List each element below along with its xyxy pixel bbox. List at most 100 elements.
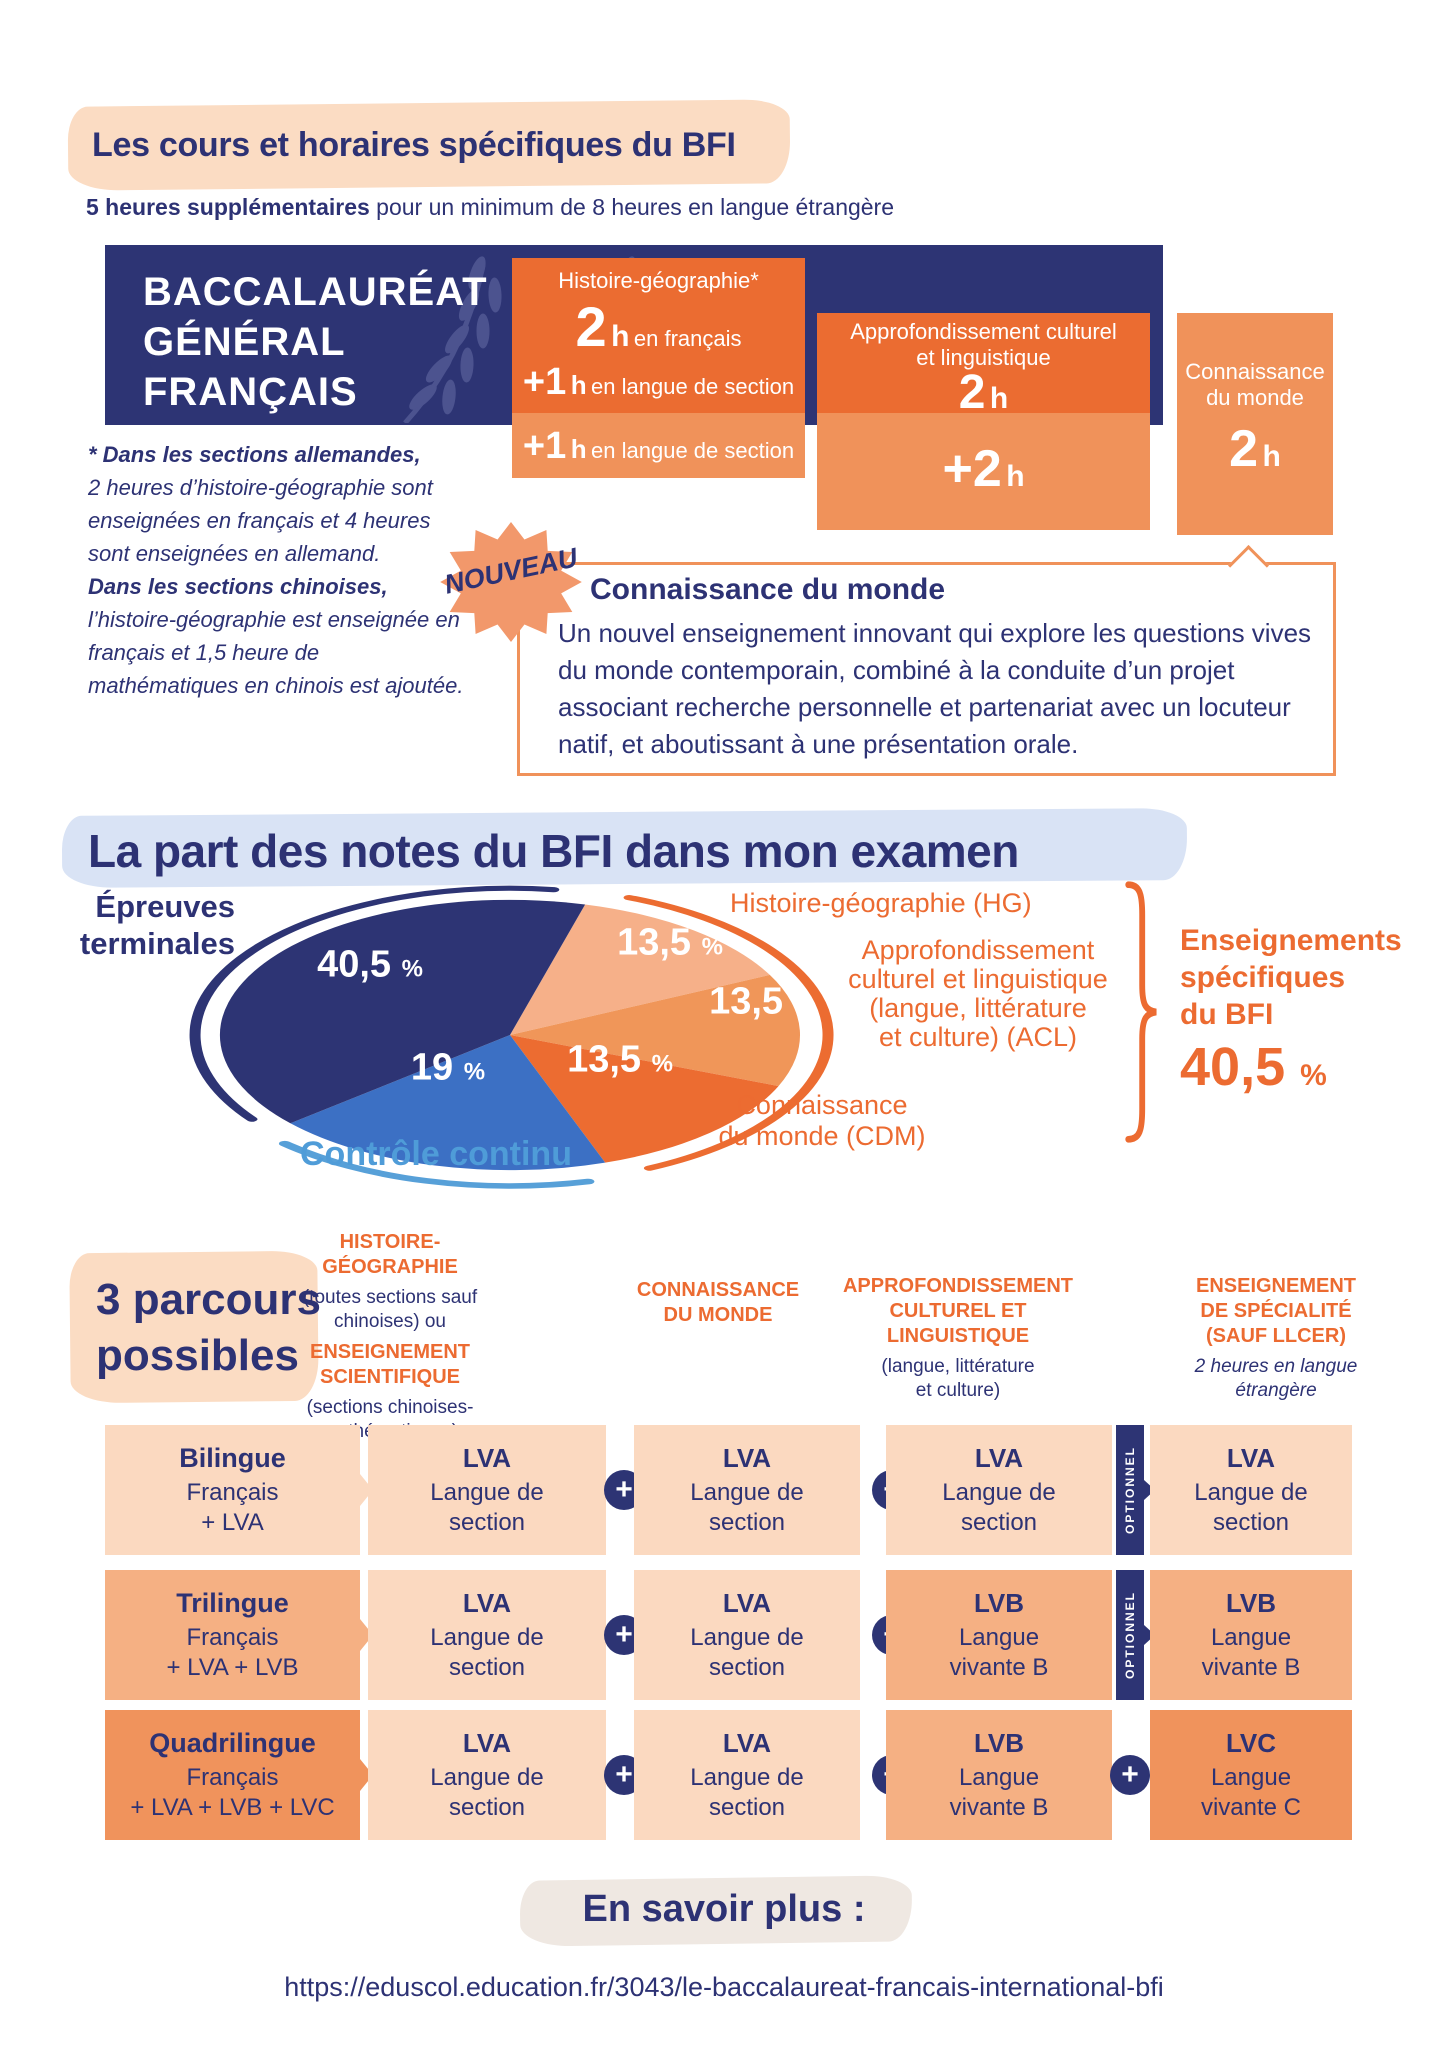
cell-quadrilingue-spe: LVC Langue vivante C — [1150, 1710, 1352, 1840]
cell-title: LVA — [462, 1727, 512, 1758]
cell-line1: Langue — [1210, 1763, 1292, 1791]
cell-trilingue-cdm: LVA Langue de section — [634, 1570, 860, 1700]
cell-line2: vivante B — [1201, 1653, 1301, 1681]
cell-line2: vivante B — [949, 1653, 1049, 1681]
cell-line1: Langue de — [430, 1478, 544, 1506]
label-cdm: Connaissance du monde (CDM) — [692, 1090, 952, 1152]
right-line2: spécifiques — [1180, 961, 1346, 994]
col-header-cdm: CONNAISSANCE DU MONDE — [578, 1278, 858, 1328]
label-epreuves-terminales: Épreuves terminales — [60, 888, 235, 962]
pie-value-terminales: 40,5 — [317, 943, 392, 986]
acl-plus-value: +2 — [942, 440, 1002, 498]
header-hg-1: HISTOIRE- — [339, 1231, 441, 1253]
cell-line1: Langue de — [1194, 1478, 1308, 1506]
row-sub2: + LVA + LVB — [166, 1653, 299, 1681]
cell-title: LVA — [722, 1727, 772, 1758]
optionnel-arrow-icon — [1144, 1625, 1155, 1645]
header-acl-note2: et culture) — [915, 1380, 1001, 1401]
plus-icon: + — [1110, 1755, 1150, 1795]
cell-bilingue-cdm: LVA Langue de section — [634, 1425, 860, 1555]
hg-plus2-value: +1 — [522, 425, 567, 467]
acl-box-title-1: Approfondissement culturel — [850, 319, 1117, 344]
row-name: Quadrilingue — [149, 1727, 316, 1758]
footnote-bold-2: Dans les sections chinoises, — [88, 574, 388, 599]
percent-sign: % — [701, 933, 723, 961]
row-sub2: + LVA + LVB + LVC — [130, 1793, 335, 1821]
subtitle-bold: 5 heures supplémentaires — [86, 194, 370, 220]
acl-box-title-2: et linguistique — [916, 345, 1051, 370]
cell-title: LVB — [1225, 1587, 1277, 1618]
right-line3: du BFI — [1180, 998, 1274, 1031]
cdm-hours-value: 2 — [1229, 420, 1259, 478]
label-controle-continu: Contrôle continu — [300, 1135, 572, 1173]
header-acl-2: CULTUREL ET — [889, 1300, 1027, 1322]
cell-trilingue-hg: LVA Langue de section — [368, 1570, 606, 1700]
hg-hours-unit: h — [611, 320, 630, 353]
header-es-1: ENSEIGNEMENT — [309, 1341, 471, 1363]
hg-plus1-unit: h — [570, 370, 587, 400]
label-acl-line4: et culture) (ACL) — [878, 1022, 1078, 1052]
hg-hours-value: 2 — [575, 295, 607, 358]
footer-url-link[interactable]: https://eduscol.education.fr/3043/le-bac… — [284, 1972, 1164, 2002]
label-terminales: terminales — [79, 926, 235, 961]
label-acl-line2: culturel et linguistique — [848, 964, 1108, 994]
hours-box-hg-extra: +1 h en langue de section — [512, 413, 805, 478]
pie-label-terminales: 40,5 % — [317, 944, 423, 987]
cell-line1: Langue de — [690, 1763, 804, 1791]
hg-plus2-unit: h — [570, 434, 587, 464]
cell-line2: section — [448, 1508, 526, 1536]
label-acl: Approfondissement culturel et linguistiq… — [818, 936, 1138, 1052]
bac-title-line1: BACCALAURÉAT — [143, 270, 488, 314]
percent-sign: % — [651, 1050, 673, 1078]
header-acl-note1: (langue, littérature — [881, 1356, 1035, 1377]
header-hg-2: GÉOGRAPHIE — [322, 1256, 458, 1278]
row-sub1: Français — [186, 1763, 279, 1791]
cell-line2: section — [448, 1793, 526, 1821]
label-cdm-line1: Connaissance — [736, 1090, 908, 1120]
cell-line2: vivante B — [949, 1793, 1049, 1821]
cell-line1: Langue — [1210, 1623, 1292, 1651]
footnote-text-1: 2 heures d’histoire-géographie sont ense… — [88, 475, 433, 566]
acl-hours-unit: h — [989, 382, 1009, 415]
header-acl-1: APPROFONDISSEMENT — [842, 1275, 1074, 1297]
exam-pie-chart — [189, 885, 834, 1189]
cell-line2: section — [708, 1508, 786, 1536]
header-acl-3: LINGUISTIQUE — [886, 1325, 1030, 1347]
cell-line1: Langue de — [430, 1763, 544, 1791]
row-trilingue-name: Trilingue Français + LVA + LVB — [105, 1570, 360, 1700]
acl-plus-unit: h — [1006, 460, 1025, 493]
hours-box-acl: Approfondissement culturel et linguistiq… — [817, 313, 1150, 419]
row-sub1: Français — [186, 1623, 279, 1651]
parcours-title-line1: 3 parcours — [96, 1275, 321, 1324]
cell-title: LVA — [1226, 1442, 1276, 1473]
cell-line1: Langue de — [430, 1623, 544, 1651]
cdm-hours-unit: h — [1262, 440, 1281, 473]
footnote-text-2: l’histoire-géographie est enseignée en f… — [88, 607, 464, 698]
pie-value-acl: 13,5 — [709, 980, 784, 1023]
header-spe-note1: 2 heures en langue — [1194, 1356, 1358, 1377]
cell-trilingue-spe: LVB Langue vivante B — [1150, 1570, 1352, 1700]
cell-quadrilingue-cdm: LVA Langue de section — [634, 1710, 860, 1840]
optionnel-arrow-icon — [1144, 1480, 1155, 1500]
page-subtitle: 5 heures supplémentaires pour un minimum… — [86, 194, 894, 221]
col-header-acl: APPROFONDISSEMENT CULTUREL ET LINGUISTIQ… — [828, 1274, 1088, 1403]
percent-sign: % — [463, 1058, 486, 1086]
cell-title: LVB — [973, 1587, 1025, 1618]
hg-hours-suffix: en français — [633, 326, 742, 351]
cell-bilingue-acl: LVA Langue de section — [886, 1425, 1112, 1555]
row-sub2: + LVA — [201, 1508, 264, 1536]
optionnel-band: OPTIONNEL — [1116, 1425, 1144, 1555]
percent-sign: % — [401, 955, 423, 983]
hg-box-title: Histoire-géographie* — [558, 268, 759, 293]
cell-line2: section — [1212, 1508, 1290, 1536]
exam-right-summary: Enseignements spécifiques du BFI 40,5 % — [1180, 922, 1402, 1094]
header-hg-note1: (toutes sections sauf — [302, 1287, 478, 1308]
pie-label-continu: 19 % — [411, 1047, 485, 1090]
right-line1: Enseignements — [1180, 924, 1402, 957]
parcours-title-line2: possibles — [96, 1331, 299, 1380]
label-cdm-line2: du monde (CDM) — [718, 1121, 926, 1151]
footer-more: En savoir plus : — [582, 1888, 866, 1930]
row-bilingue-name: Bilingue Français + LVA — [105, 1425, 360, 1555]
cell-line1: Langue de — [690, 1623, 804, 1651]
